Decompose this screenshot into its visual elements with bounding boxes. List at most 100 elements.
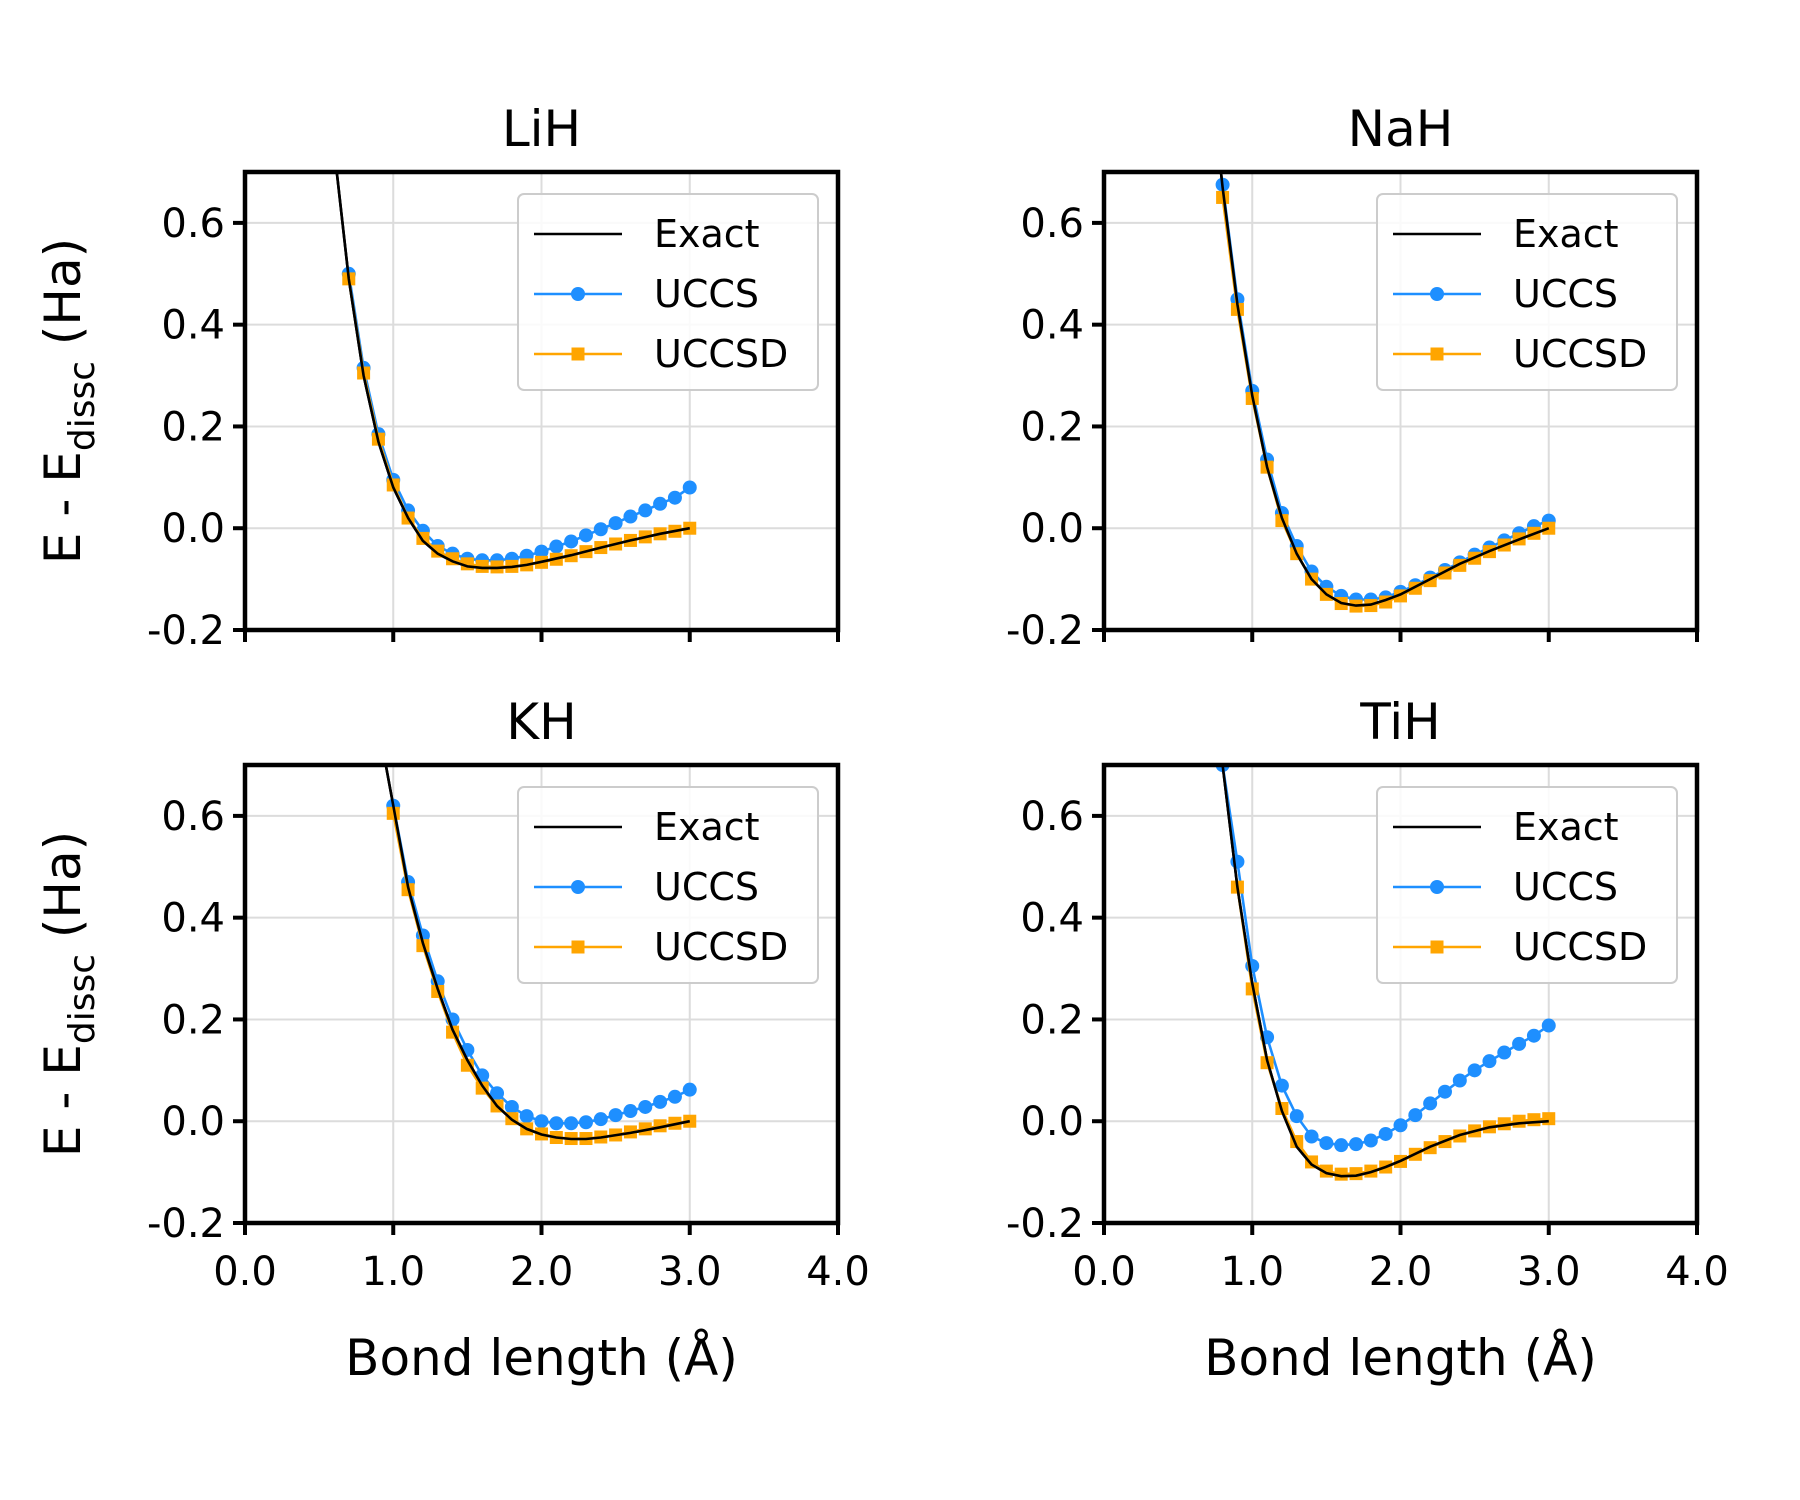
y-tick-label: 0.2 (161, 997, 225, 1043)
legend-marker-uccs (571, 287, 585, 301)
data-point-uccs (549, 1116, 564, 1131)
data-point-uccsd (1512, 1114, 1526, 1128)
legend-marker-uccsd (1430, 347, 1444, 361)
x-tick-label: 2.0 (510, 1249, 574, 1295)
y-tick-label: 0.6 (1020, 794, 1084, 840)
series-line-exact-top (335, 172, 691, 570)
data-point-uccsd (1334, 1167, 1348, 1181)
legend-label-exact: Exact (654, 805, 760, 849)
x-tick-label: 4.0 (806, 1249, 870, 1295)
x-axis-label: Bond length (Å) (1204, 1329, 1597, 1387)
data-point-uccsd (460, 1058, 474, 1072)
y-tick-label: -0.2 (147, 1201, 225, 1247)
legend-label-exact: Exact (654, 212, 760, 256)
data-point-uccs (1274, 1078, 1289, 1093)
y-tick-label: 0.4 (161, 896, 225, 942)
x-tick-label: 4.0 (1665, 1249, 1729, 1295)
data-point-uccs (638, 503, 653, 518)
subplot-title: LiH (502, 100, 581, 158)
y-tick-label: 0.2 (1020, 997, 1084, 1043)
legend: Exact UCCS UCCSD (1376, 193, 1678, 391)
y-tick-label: 0.6 (161, 794, 225, 840)
x-axis-label: Bond length (Å) (345, 1329, 738, 1387)
y-axis-label-main: E - E (34, 1044, 92, 1157)
data-point-uccs (1467, 1063, 1482, 1078)
series-line-exact-top (384, 765, 691, 1141)
subplot-title: TiH (1359, 693, 1441, 751)
data-point-uccs (1541, 1018, 1556, 1033)
legend-box (517, 786, 819, 984)
legend-label-uccsd: UCCSD (1513, 925, 1647, 969)
y-tick-label: 0.0 (1020, 1099, 1084, 1145)
legend-label-uccsd: UCCSD (654, 332, 788, 376)
legend-marker-uccs (1430, 287, 1444, 301)
y-axis-label-subscript: dissc (62, 361, 103, 451)
data-point-uccs (1319, 1136, 1334, 1151)
data-point-uccs (578, 528, 593, 543)
legend: Exact UCCS UCCSD (517, 193, 819, 391)
x-tick-label: 3.0 (658, 1249, 722, 1295)
legend-label-uccs: UCCS (1513, 865, 1618, 909)
series-line-exact-top (1219, 172, 1550, 607)
legend-label-uccs: UCCS (654, 865, 759, 909)
x-tick-label: 3.0 (1517, 1249, 1581, 1295)
data-point-uccs (593, 1112, 608, 1127)
legend-box (1376, 786, 1678, 984)
data-point-uccs (638, 1099, 653, 1114)
ticks: -0.20.00.20.40.60.0 1.0 2.0 3.0 4.0 (1006, 794, 1729, 1295)
y-tick-label: -0.2 (1006, 608, 1084, 654)
legend-marker-uccsd (1430, 940, 1444, 954)
x-tick-label: 0.0 (1072, 1249, 1136, 1295)
data-point-uccsd (475, 559, 489, 573)
legend-label-exact: Exact (1513, 212, 1619, 256)
data-point-uccs (1393, 1118, 1408, 1133)
legend-label-uccs: UCCS (1513, 272, 1618, 316)
x-tick-label: 1.0 (1220, 1249, 1284, 1295)
legend: Exact UCCS UCCSD (1376, 786, 1678, 984)
data-point-uccs (519, 1109, 534, 1124)
subplot-title: NaH (1348, 100, 1454, 158)
y-tick-label: 0.4 (161, 303, 225, 349)
data-point-uccs (1349, 1137, 1364, 1152)
data-point-uccs (1304, 1129, 1319, 1144)
subplot-title: KH (506, 693, 576, 751)
y-axis-label-main: E - E (34, 451, 92, 564)
y-tick-label: 0.2 (1020, 404, 1084, 450)
data-point-uccs (608, 1108, 623, 1123)
y-axis-label-subscript: dissc (62, 954, 103, 1044)
y-axis-label-unit: (Ha) (34, 238, 92, 361)
data-point-uccs (534, 1114, 549, 1129)
y-tick-label: 0.0 (1020, 506, 1084, 552)
data-point-uccs (1437, 1084, 1452, 1099)
data-point-uccs (1363, 1133, 1378, 1148)
legend-label-uccsd: UCCSD (654, 925, 788, 969)
data-point-uccs (682, 480, 697, 495)
data-point-uccs (534, 544, 549, 559)
y-axis-label-unit: (Ha) (34, 831, 92, 954)
data-point-uccs (564, 534, 579, 549)
y-tick-label: 0.2 (161, 404, 225, 450)
data-point-uccs (608, 516, 623, 531)
y-tick-label: 0.6 (1020, 201, 1084, 247)
data-point-uccs (490, 1086, 505, 1101)
plot-area (1215, 765, 1556, 1181)
legend-label-exact: Exact (1513, 805, 1619, 849)
data-point-uccsd (1542, 1112, 1556, 1126)
data-point-uccsd (1527, 1113, 1541, 1127)
subplot-lih: -0.2 0.0 0.2 0.4 0.6 LiH E - Edissc (Ha) Exact U… (34, 100, 841, 654)
data-point-uccs (1497, 1045, 1512, 1060)
y-tick-label: -0.2 (1006, 1201, 1084, 1247)
data-point-uccs (1378, 1126, 1393, 1141)
x-tick-label: 2.0 (1369, 1249, 1433, 1295)
data-point-uccs (1452, 1073, 1467, 1088)
data-point-uccs (1526, 1028, 1541, 1043)
legend-box (1376, 193, 1678, 391)
plot-area (335, 172, 697, 574)
y-axis-label: E - Edissc (Ha) (34, 238, 103, 564)
ticks: -0.20.00.20.40.60.0 1.0 2.0 3.0 4.0 (147, 794, 870, 1295)
plot-area (384, 765, 697, 1146)
y-tick-label: -0.2 (147, 608, 225, 654)
ticks: -0.2 0.0 0.2 0.4 0.6 (1006, 201, 1699, 654)
